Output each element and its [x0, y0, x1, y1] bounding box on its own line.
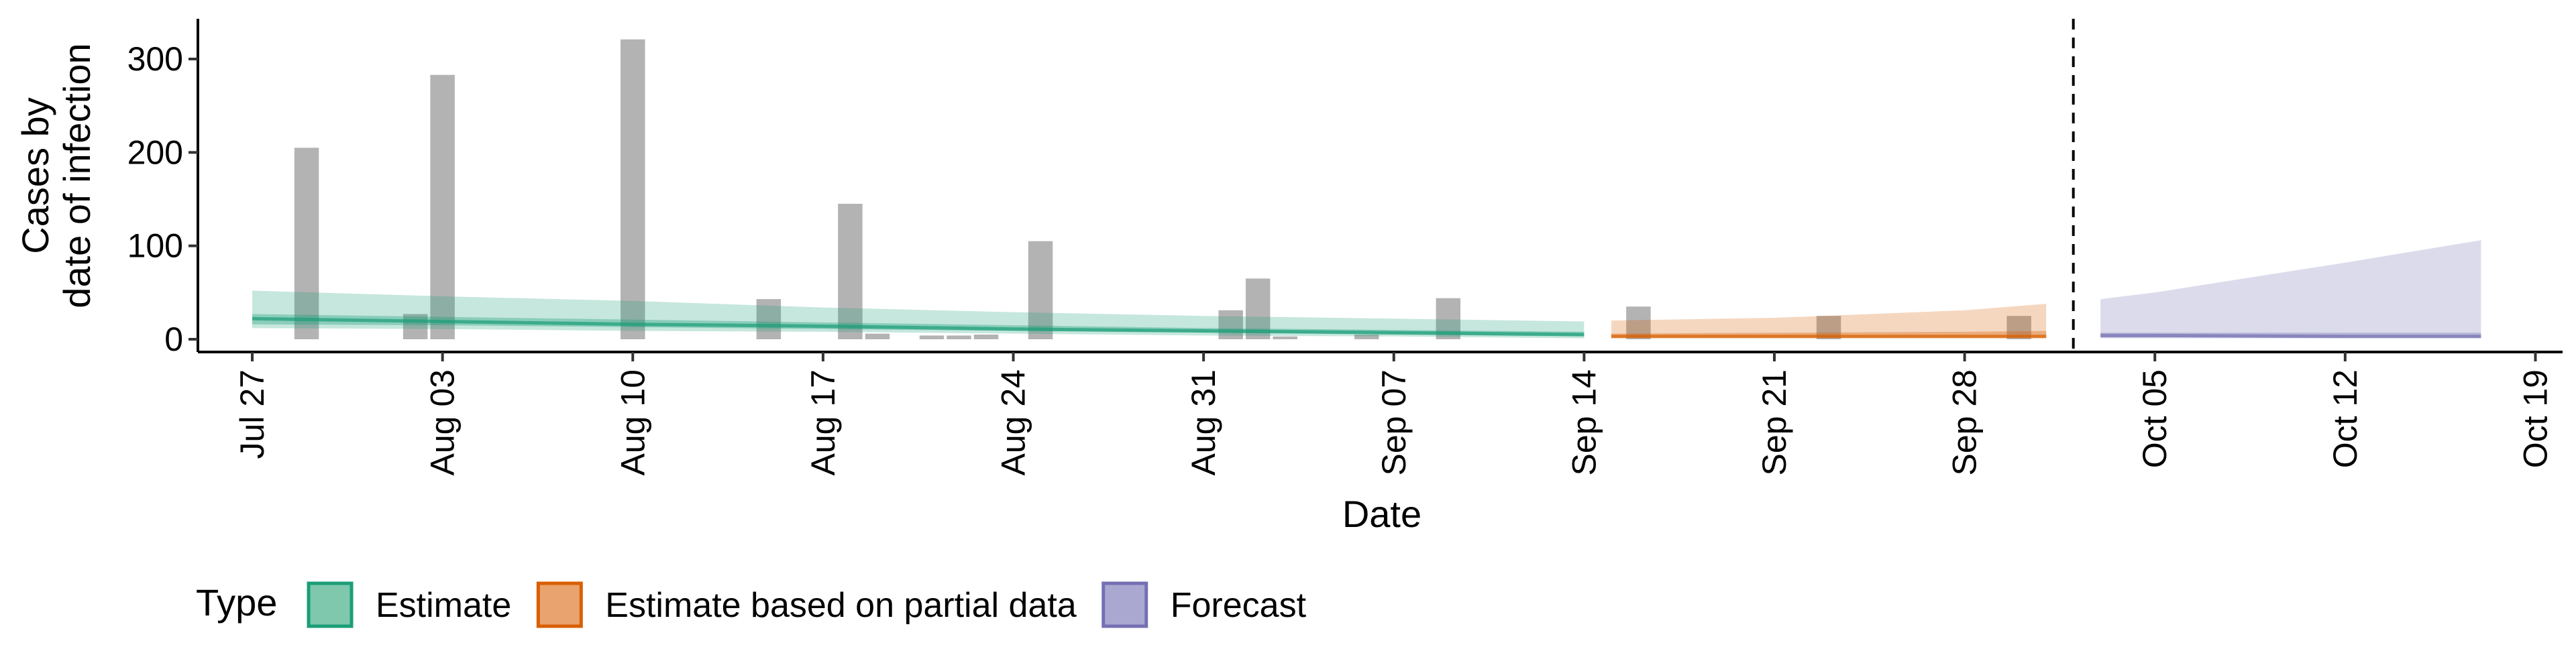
- y-tick-label: 0: [164, 320, 183, 358]
- legend-label-forecast: Forecast: [1171, 586, 1307, 625]
- x-tick-label: Jul 27: [233, 369, 271, 459]
- forecast-median-line: [2100, 333, 2481, 339]
- reported-cases-bars: [294, 39, 2031, 340]
- x-tick-label: Sep 28: [1946, 369, 1984, 475]
- y-axis-title-line-1: Cases by: [14, 97, 56, 253]
- estimate-based-on-partial-data-band-90: [1611, 304, 2047, 339]
- reported-cases-bar: [1354, 335, 1379, 339]
- legend-label-estimate-based-on-partial-data: Estimate based on partial data: [605, 586, 1077, 625]
- legend-key-forecast: [1102, 581, 1148, 628]
- reported-cases-bar: [621, 39, 645, 340]
- x-tick-label: Aug 10: [614, 369, 651, 475]
- x-tick-label: Aug 24: [995, 369, 1032, 475]
- estimate-median-line: [252, 316, 1585, 337]
- reported-cases-bar: [838, 203, 863, 339]
- reported-cases-bar: [973, 335, 999, 339]
- axes: 0 100 200 300 Jul 27 Aug 03 Aug 10 Aug 17 Aug 24…: [127, 19, 2563, 475]
- legend-title: Type: [196, 581, 277, 624]
- reported-cases-bar: [402, 314, 428, 339]
- x-tick-label: Sep 21: [1756, 369, 1793, 475]
- estimate-ribbons: [252, 240, 2481, 339]
- reported-cases-bar: [865, 333, 890, 339]
- reported-cases-bar: [1245, 278, 1271, 339]
- x-tick-label: Aug 03: [424, 369, 462, 475]
- x-tick-label: Oct 12: [2326, 369, 2364, 468]
- estimate-band-90: [252, 290, 1585, 339]
- reported-cases-bar: [919, 335, 945, 339]
- reported-cases-bar: [1218, 310, 1243, 339]
- reported-cases-bar: [947, 335, 971, 339]
- x-tick-label: Aug 31: [1185, 369, 1222, 475]
- y-axis-title-line-2: date of infection: [56, 43, 98, 308]
- x-tick-label: Sep 07: [1375, 369, 1413, 475]
- y-tick-label: 100: [127, 227, 183, 265]
- y-tick-label: 200: [127, 133, 183, 171]
- reported-cases-bar: [1028, 241, 1053, 339]
- x-tick-label: Aug 17: [804, 369, 842, 475]
- legend-label-estimate: Estimate: [376, 586, 511, 625]
- y-tick-label: 300: [127, 40, 183, 78]
- legend: Type Estimate Estimate based on partial d…: [196, 581, 1307, 628]
- reported-cases-bar: [294, 148, 319, 339]
- reported-cases-bar: [1626, 306, 1651, 339]
- legend-key-estimate: [307, 581, 354, 628]
- reported-cases-bar: [430, 74, 455, 339]
- x-tick-label: Oct 19: [2517, 369, 2555, 468]
- x-tick-label: Sep 14: [1565, 369, 1603, 475]
- x-axis-title: Date: [1342, 493, 1421, 535]
- forecast-band-90: [2100, 240, 2481, 339]
- x-tick-label: Oct 05: [2136, 369, 2174, 468]
- legend-key-estimate-based-on-partial-data: [536, 581, 583, 628]
- reported-cases-bar: [756, 299, 782, 339]
- reported-cases-bar: [1273, 336, 1297, 339]
